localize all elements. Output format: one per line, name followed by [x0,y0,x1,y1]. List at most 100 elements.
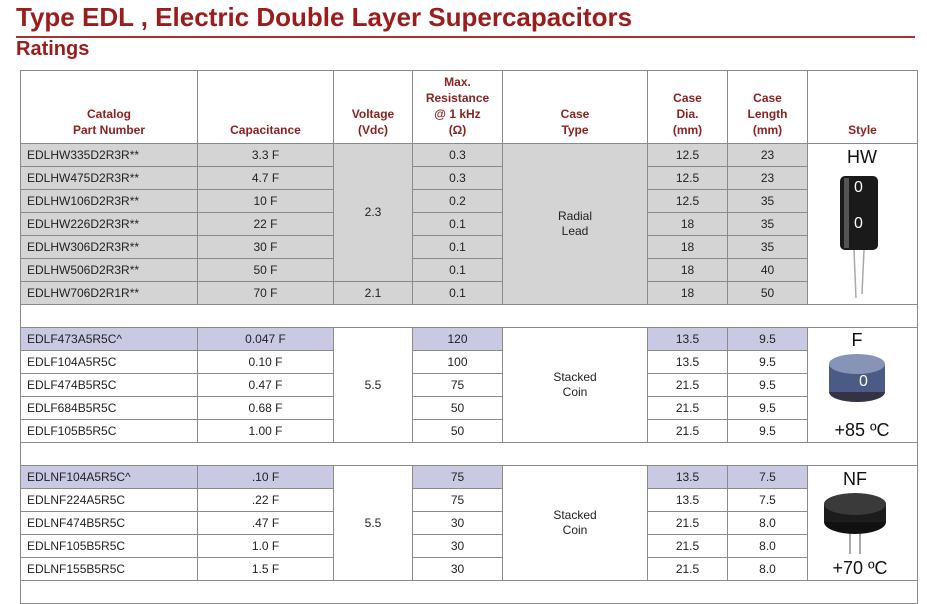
cell-text: Voltage [351,107,395,121]
table-cell: 13.5 [647,327,728,351]
cell-text: 22 F [253,216,278,231]
table-cell: 1.0 F [197,534,334,558]
title: Type EDL , Electric Double Layer Superca… [16,2,633,32]
table-cell: 0.68 F [197,396,334,420]
table-cell: 9.5 [727,327,808,351]
column-header: Max. Resistance @ 1 kHz (Ω) [412,70,503,144]
table-cell: 50 [727,281,808,305]
cell-text: Stacked [553,508,597,522]
table-cell: 21.5 [647,419,728,443]
table-cell: Stacked Coin [502,327,648,443]
cell-text: 75 [450,492,465,507]
table-cell: 0.1 [412,235,503,259]
table-cell: EDLF473A5R5C^ [20,327,198,351]
cell-text: (Ω) [448,123,467,137]
cell-text: EDLHW475D2R3R** [27,170,140,185]
table-cell: 7.5 [727,465,808,489]
cell-text: 30 [450,515,465,530]
cell-text: 40 [760,262,775,277]
column-header: Case Dia. (mm) [647,70,728,144]
cell-text: 0.2 [449,193,466,208]
cell-text: 30 [450,561,465,576]
cell-text: Part Number [72,123,146,137]
table-cell: 8.0 [727,557,808,581]
cell-text: 3.3 F [251,147,280,162]
cell-text: 23 [760,147,775,162]
cell-text: EDLF474B5R5C [27,377,117,392]
table-cell: 0.10 F [197,350,334,374]
hw-capacitor-image: 0 0 [840,176,878,299]
table-cell: 21.5 [647,534,728,558]
cell-text: (mm) [752,123,783,137]
table-cell: 9.5 [727,350,808,374]
cell-text: 9.5 [759,377,776,392]
table-cell: 18 [647,258,728,282]
cell-text: Case [753,91,782,105]
table-cell: 21.5 [647,373,728,397]
cell-text: EDLHW335D2R3R** [27,147,140,162]
table-cell: 30 [412,557,503,581]
spacer-row [20,304,918,328]
cell-text: 100 [447,354,468,369]
cell-text: 35 [760,216,775,231]
cell-text: EDLF473A5R5C^ [27,331,123,346]
table-cell: EDLHW106D2R3R** [20,189,198,213]
table-cell: 30 [412,534,503,558]
cell-text: 50 [760,285,775,300]
title-rule [16,36,915,38]
cell-text: 8.0 [759,515,776,530]
table-cell: 21.5 [647,511,728,535]
cell-text: 50 [450,423,465,438]
cell-text: EDLHW306D2R3R** [27,239,140,254]
cell-text: 23 [760,170,775,185]
column-header: Voltage (Vdc) [333,70,413,144]
table-cell: EDLF474B5R5C [20,373,198,397]
table-cell: 13.5 [647,488,728,512]
cell-text: 0.3 [449,170,466,185]
cell-text: 12.5 [675,193,700,208]
cell-text: EDLNF105B5R5C [27,538,126,553]
cell-text: 0.1 [449,262,466,277]
cell-text: 18 [680,216,695,231]
table-cell: 0.1 [412,212,503,236]
table-cell: 12.5 [647,166,728,190]
cell-text: Length [747,107,788,121]
cell-text: EDLF684B5R5C [27,400,117,415]
cell-text: 7.5 [759,492,776,507]
cell-text: 18 [680,239,695,254]
cell-text: 8.0 [759,561,776,576]
table-cell: 18 [647,212,728,236]
table-cell: EDLNF104A5R5C^ [20,465,198,489]
cell-text: 75 [450,377,465,392]
table-cell: 70 F [197,281,334,305]
cell-text: 4.7 F [251,170,280,185]
cell-text: 35 [760,193,775,208]
table-cell: EDLHW335D2R3R** [20,143,198,167]
table-cell: EDLNF105B5R5C [20,534,198,558]
cell-text: EDLF104A5R5C [27,354,117,369]
table-cell: 2.1 [333,281,413,305]
cell-text: 5.5 [364,377,382,392]
f-capacitor-image: 0 [829,354,885,402]
cell-text: EDLHW706D2R1R** [27,285,140,300]
cell-text: 18 [680,262,695,277]
cell-text: (mm) [672,123,703,137]
cell-text: .22 F [251,492,280,507]
style-label: F [851,330,863,350]
cell-text: 10 F [253,193,278,208]
column-header: Style [807,70,918,144]
cell-text: 9.5 [759,331,776,346]
table-cell: 2.3 [333,143,413,282]
cell-text: 13.5 [675,492,700,507]
table-cell: EDLF104A5R5C [20,350,198,374]
table-cell: 9.5 [727,396,808,420]
table-cell: 8.0 [727,534,808,558]
cell-text: EDLF105B5R5C [27,423,117,438]
table-cell: EDLHW226D2R3R** [20,212,198,236]
cell-text: .47 F [251,515,280,530]
cell-text: 21.5 [675,377,700,392]
cell-text: 13.5 [675,469,700,484]
table-cell: 21.5 [647,557,728,581]
cell-text: 30 F [253,239,278,254]
svg-text:0: 0 [854,215,863,232]
